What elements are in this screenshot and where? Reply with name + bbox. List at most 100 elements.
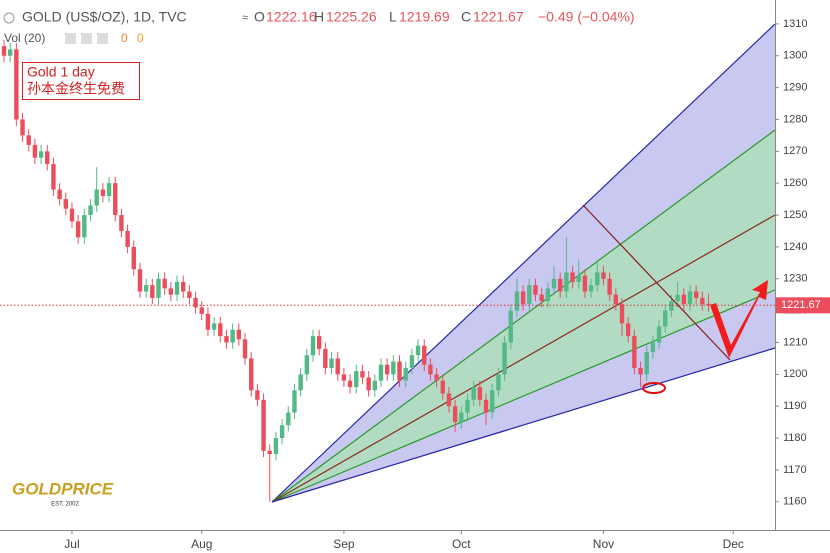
candle-body [415,345,421,356]
candle-body [502,342,507,375]
candle-body [384,364,390,375]
candle-body [409,355,415,368]
arrow [710,280,768,358]
candle-body [372,380,377,391]
candle-body [168,288,174,295]
candle-body [218,323,223,337]
ohlc-letter: C [461,9,471,25]
candle-body [20,119,25,136]
ohlc-letter: H [314,9,324,25]
ohlc-value: 1221.67 [473,9,524,25]
candle-body [347,380,353,388]
candle-body [700,297,705,305]
candle-body [156,278,161,298]
y-tick-label: 1280 [783,113,807,125]
candle-body [520,291,526,305]
candle-body [663,310,668,327]
candle-body [706,303,711,306]
annotation-box [22,62,140,100]
candle-body [310,336,316,356]
candle-body [551,278,557,289]
candle-body [607,278,612,295]
annotation-text: 孙本金终生免费 [27,81,125,97]
candle-body [143,285,149,292]
plot-area [1,39,711,502]
candle-body [94,189,99,206]
candle-body [644,352,649,375]
candle-body [675,294,680,302]
trend-line [582,204,731,361]
candle-body [558,278,563,292]
candle-body [113,183,118,216]
candle-body [335,358,340,375]
candle-body [286,412,291,426]
x-tick-label: Oct [452,537,471,551]
y-tick-label: 1290 [783,82,807,94]
ohlc-value: 1225.26 [326,9,377,25]
x-tick-label: Jul [64,537,79,551]
candle-body [625,323,631,337]
candle-body [63,199,68,209]
candle-body [533,285,538,295]
circle-marker [642,382,666,394]
ohlc-letter: L [389,9,397,25]
y-tick-label: 1190 [783,400,807,412]
candle-body [483,399,489,413]
x-tick-label: Nov [593,537,614,551]
fan-line [271,289,776,503]
candle-body [465,399,470,413]
candle-body [434,374,439,381]
candle-body [650,342,656,353]
candle-body [391,361,396,375]
y-tick-label: 1270 [783,145,807,157]
y-tick-label: 1230 [783,273,807,285]
candle-body [545,288,551,302]
annotation: Gold 1 day 孙本金终生免费 [22,62,140,100]
candle-body [162,278,167,289]
candle-body [69,208,75,222]
y-tick-label: 1210 [783,336,807,348]
candle-body [471,387,476,400]
ohlc-letter: O [254,9,265,25]
candle-body [693,291,699,298]
candle-body [446,393,452,407]
candle-body [75,221,81,238]
icon[interactable] [65,33,76,44]
candle-body [298,374,303,391]
candle-body [224,336,229,343]
candle-body [403,367,408,381]
logo-sub: EST. 2002 [51,502,79,508]
logo: GOLDPRICE [12,479,114,498]
volume-label: Vol (20) [4,31,45,45]
candle-body [137,269,143,292]
candle-body [366,377,371,391]
candle-body [619,304,625,324]
fan-line [271,214,776,503]
icon[interactable] [81,33,92,44]
candle-body [131,246,136,270]
y-tick-label: 1300 [783,50,807,62]
y-tick-label: 1200 [783,368,807,380]
candle-body [1,46,7,56]
candle-body [354,371,359,388]
candle-body [174,281,180,295]
candle-body [261,399,266,451]
candle-body [279,425,285,439]
candle-body [496,374,501,391]
candle-body [211,323,217,330]
x-tick-label: Aug [191,537,212,551]
candle-body [595,272,600,286]
candle-body [539,294,544,302]
volume-value: 0 [137,31,144,45]
y-tick-label: 1260 [783,177,807,189]
symbol-icon [3,12,15,24]
candle-body [316,336,322,349]
candle-body [292,390,297,413]
candle-body [428,364,433,375]
candle-body [613,294,619,305]
icon[interactable] [97,33,108,44]
y-tick-label: 1240 [783,241,807,253]
candle-body [632,336,637,368]
candle-body [669,301,674,311]
